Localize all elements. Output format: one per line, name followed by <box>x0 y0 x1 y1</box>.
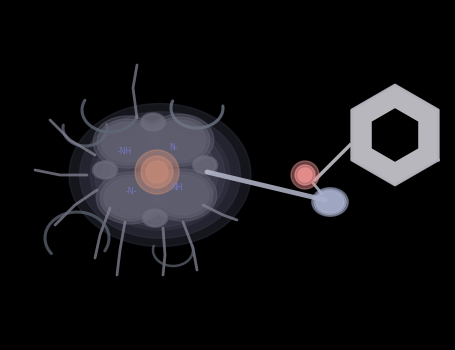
Ellipse shape <box>312 188 348 216</box>
Ellipse shape <box>101 122 153 162</box>
Ellipse shape <box>314 189 346 215</box>
Ellipse shape <box>149 169 217 221</box>
Ellipse shape <box>146 114 214 166</box>
Circle shape <box>295 165 315 185</box>
Ellipse shape <box>94 162 116 178</box>
Ellipse shape <box>92 161 118 179</box>
Ellipse shape <box>142 114 164 130</box>
Ellipse shape <box>157 175 209 215</box>
Text: N-: N- <box>169 144 177 153</box>
Circle shape <box>146 161 168 183</box>
Ellipse shape <box>104 178 156 218</box>
Text: NH: NH <box>171 183 183 192</box>
Ellipse shape <box>150 117 210 163</box>
Circle shape <box>291 161 319 189</box>
Circle shape <box>141 156 173 188</box>
Ellipse shape <box>80 112 241 238</box>
Ellipse shape <box>153 172 213 218</box>
Ellipse shape <box>144 210 166 226</box>
Circle shape <box>135 150 179 194</box>
Ellipse shape <box>194 157 216 173</box>
Ellipse shape <box>140 113 166 131</box>
Ellipse shape <box>97 119 157 165</box>
Text: -NH: -NH <box>118 147 132 156</box>
Circle shape <box>298 168 312 182</box>
Ellipse shape <box>93 116 161 168</box>
Ellipse shape <box>90 120 230 230</box>
Ellipse shape <box>110 135 210 215</box>
Ellipse shape <box>102 129 217 221</box>
Text: -N-: -N- <box>126 188 136 196</box>
Ellipse shape <box>192 156 217 174</box>
Ellipse shape <box>96 172 164 224</box>
Ellipse shape <box>142 209 167 227</box>
Polygon shape <box>352 85 438 185</box>
Ellipse shape <box>154 120 206 160</box>
Ellipse shape <box>69 104 251 246</box>
Ellipse shape <box>316 191 344 213</box>
Ellipse shape <box>95 123 225 227</box>
Polygon shape <box>373 109 418 161</box>
Ellipse shape <box>100 175 160 221</box>
